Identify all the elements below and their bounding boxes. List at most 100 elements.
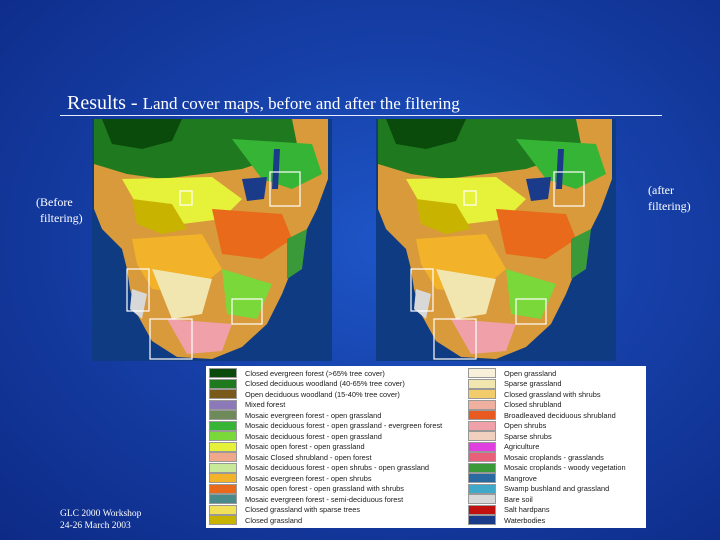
footer-workshop: GLC 2000 Workshop xyxy=(60,509,142,519)
legend-column-left: Closed evergreen forest (>65% tree cover… xyxy=(209,368,461,526)
legend-label: Mosaic evergreen forest - semi-deciduous… xyxy=(245,494,404,504)
highlight-box xyxy=(463,190,477,206)
legend-item: Mixed forest xyxy=(209,399,461,411)
legend-item: Sparse shrubs xyxy=(468,431,644,442)
legend-swatch xyxy=(468,494,496,505)
legend-item: Closed grassland xyxy=(209,515,461,526)
footer-dates: 24-26 March 2003 xyxy=(60,521,131,531)
legend-item: Closed deciduous woodland (40-65% tree c… xyxy=(209,378,461,390)
legend-swatch xyxy=(468,473,496,484)
legend-swatch xyxy=(209,389,237,400)
highlight-box xyxy=(433,318,477,360)
legend-swatch xyxy=(468,452,496,463)
legend-item: Mosaic croplands - woody vegetation xyxy=(468,462,644,474)
legend-item: Mosaic open forest - open grassland with… xyxy=(209,483,461,495)
legend-swatch xyxy=(209,494,237,505)
legend-label: Mosaic deciduous forest - open grassland… xyxy=(245,421,443,431)
legend-swatch xyxy=(209,441,237,452)
footer-text: GLC 2000 Workshop 24-26 March 2003 xyxy=(60,508,141,532)
legend-label: Broadleaved deciduous shrubland xyxy=(504,410,616,420)
title-main: Results - xyxy=(67,92,143,114)
legend-label: Agriculture xyxy=(504,442,540,452)
legend-label: Mosaic deciduous forest - open shrubs - … xyxy=(245,463,430,473)
legend-item: Open shrubs xyxy=(468,420,644,432)
legend-label: Closed grassland with sparse trees xyxy=(245,505,361,515)
legend-item: Open deciduous woodland (15-40% tree cov… xyxy=(209,389,461,400)
legend-item: Mosaic evergreen forest - semi-deciduous… xyxy=(209,494,461,505)
legend-label: Closed deciduous woodland (40-65% tree c… xyxy=(245,379,405,389)
legend-item: Broadleaved deciduous shrubland xyxy=(468,410,644,421)
legend-swatch xyxy=(209,515,237,526)
legend-item: Agriculture xyxy=(468,441,644,453)
legend-label: Mosaic deciduous forest - open grassland xyxy=(245,431,382,441)
land-cover-map-image xyxy=(376,119,616,361)
legend-swatch xyxy=(209,420,237,431)
highlight-box xyxy=(553,171,585,207)
legend-item: Mosaic deciduous forest - open shrubs - … xyxy=(209,462,461,474)
legend-swatch xyxy=(209,452,237,463)
legend-swatch xyxy=(468,420,496,431)
legend-label: Mosaic evergreen forest - open shrubs xyxy=(245,473,372,483)
legend-swatch xyxy=(468,368,496,379)
legend-label: Bare soil xyxy=(504,494,533,504)
legend-label: Sparse grassland xyxy=(504,379,562,389)
legend-item: Mangrove xyxy=(468,473,644,484)
legend-item: Mosaic evergreen forest - open shrubs xyxy=(209,473,461,484)
legend-swatch xyxy=(468,504,496,515)
legend-label: Closed shrubland xyxy=(504,400,562,410)
highlight-box xyxy=(179,190,193,206)
legend-item: Mosaic Closed shrubland - open forest xyxy=(209,452,461,463)
legend-label: Salt hardpans xyxy=(504,505,550,515)
after-filtering-label: (after filtering) xyxy=(648,183,691,213)
map-after-filtering xyxy=(376,119,616,361)
legend-item: Closed evergreen forest (>65% tree cover… xyxy=(209,368,461,379)
legend-label: Mosaic open forest - open grassland with… xyxy=(245,484,404,494)
legend-item: Mosaic deciduous forest - open grassland xyxy=(209,431,461,442)
legend-item: Mosaic deciduous forest - open grassland… xyxy=(209,420,461,432)
legend-label: Mosaic croplands - grasslands xyxy=(504,452,604,462)
map-before-filtering xyxy=(92,119,332,361)
legend-swatch xyxy=(468,399,496,410)
legend-swatch xyxy=(468,431,496,442)
legend-label: Open shrubs xyxy=(504,421,547,431)
legend-swatch xyxy=(468,389,496,400)
highlight-box xyxy=(126,268,150,312)
legend-swatch xyxy=(468,441,496,452)
legend-swatch xyxy=(468,462,496,473)
highlight-box xyxy=(149,318,193,360)
legend-swatch xyxy=(209,462,237,473)
legend-label: Swamp bushland and grassland xyxy=(504,484,610,494)
legend-label: Mangrove xyxy=(504,473,537,483)
legend-column-right: Open grassland Sparse grassland Closed gra… xyxy=(468,368,644,526)
legend-item: Closed grassland with sparse trees xyxy=(209,504,461,516)
legend-swatch xyxy=(209,504,237,515)
legend-item: Swamp bushland and grassland xyxy=(468,483,644,495)
legend-item: Closed grassland with shrubs xyxy=(468,389,644,400)
legend-item: Waterbodies xyxy=(468,515,644,526)
legend-item: Sparse grassland xyxy=(468,378,644,390)
legend-item: Closed shrubland xyxy=(468,399,644,411)
legend-swatch xyxy=(209,410,237,421)
legend-swatch xyxy=(209,368,237,379)
legend-swatch xyxy=(468,483,496,494)
legend-label: Waterbodies xyxy=(504,515,546,525)
legend-item: Bare soil xyxy=(468,494,644,505)
legend-label: Closed grassland xyxy=(245,515,303,525)
title-underline xyxy=(60,115,662,116)
legend-label: Closed evergreen forest (>65% tree cover… xyxy=(245,368,385,378)
legend-label: Sparse shrubs xyxy=(504,431,552,441)
highlight-box xyxy=(515,298,547,325)
legend-label: Open deciduous woodland (15-40% tree cov… xyxy=(245,389,400,399)
legend-swatch xyxy=(209,399,237,410)
legend-swatch xyxy=(468,378,496,389)
legend-swatch xyxy=(468,410,496,421)
legend-label: Open grassland xyxy=(504,368,557,378)
legend-label: Closed grassland with shrubs xyxy=(504,389,601,399)
map-before-art xyxy=(94,119,328,359)
land-cover-map-image xyxy=(92,119,332,361)
legend-swatch xyxy=(209,483,237,494)
legend-swatch xyxy=(468,515,496,526)
legend-label: Mosaic open forest - open grassland xyxy=(245,442,365,452)
before-filtering-label: (Before filtering) xyxy=(36,195,83,225)
legend-swatch xyxy=(209,473,237,484)
